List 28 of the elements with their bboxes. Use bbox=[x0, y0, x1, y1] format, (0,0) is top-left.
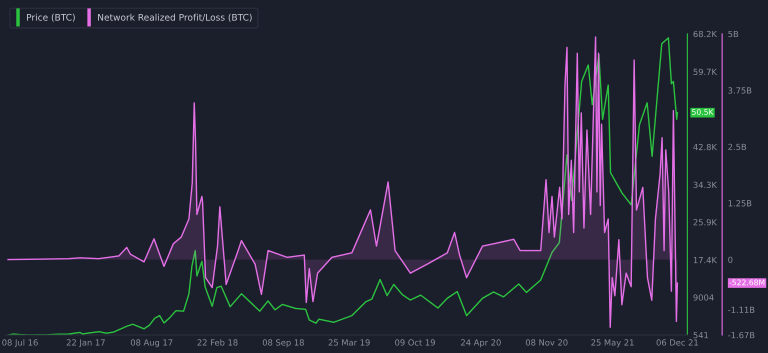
y2-tick-label: -1.11B bbox=[728, 306, 754, 313]
y2-tick-label: 3.75B bbox=[728, 87, 752, 94]
y-tick-label: 42.8K bbox=[693, 144, 718, 150]
x-tick-label: 08 Sep 18 bbox=[262, 339, 304, 348]
y2-tick-label: 5B bbox=[728, 30, 738, 38]
x-tick-label: 09 Oct 19 bbox=[395, 339, 435, 346]
x-tick-label: 24 Apr 20 bbox=[461, 339, 501, 348]
y-tick-label: 34.3K bbox=[694, 182, 718, 188]
y-tick-label: 541 bbox=[694, 332, 708, 338]
y-tick-label: 9004 bbox=[693, 294, 714, 301]
y2-tick-label: -1.67B bbox=[728, 332, 754, 338]
x-tick-label: 08 Nov 20 bbox=[526, 339, 568, 346]
y2-tick-label: 0 bbox=[728, 256, 732, 263]
y2-tick-label: 2.5B bbox=[728, 144, 746, 150]
x-tick-label: 22 Jan 17 bbox=[66, 339, 105, 348]
legend-label: Price (BTC) bbox=[27, 14, 75, 22]
y-tick-label: 17.4K bbox=[694, 257, 718, 264]
y-tick-label: 68.2K bbox=[694, 30, 718, 38]
x-tick-label: 25 May 21 bbox=[591, 339, 634, 348]
y2-tick-label: 1.25B bbox=[728, 200, 752, 206]
y-tick-label: 25.9K bbox=[694, 219, 718, 226]
x-tick-label: 22 Feb 18 bbox=[198, 339, 238, 346]
y-tick-label: 59.7K bbox=[694, 68, 718, 75]
legend-label: Network Realized Profit/Loss (BTC) bbox=[98, 14, 252, 22]
x-tick-label: 08 Jul 16 bbox=[2, 339, 38, 348]
x-tick-label: 25 Mar 19 bbox=[328, 339, 370, 346]
x-tick-label: 06 Dec 21 bbox=[656, 339, 698, 346]
x-tick-label: 08 Aug 17 bbox=[130, 339, 172, 348]
